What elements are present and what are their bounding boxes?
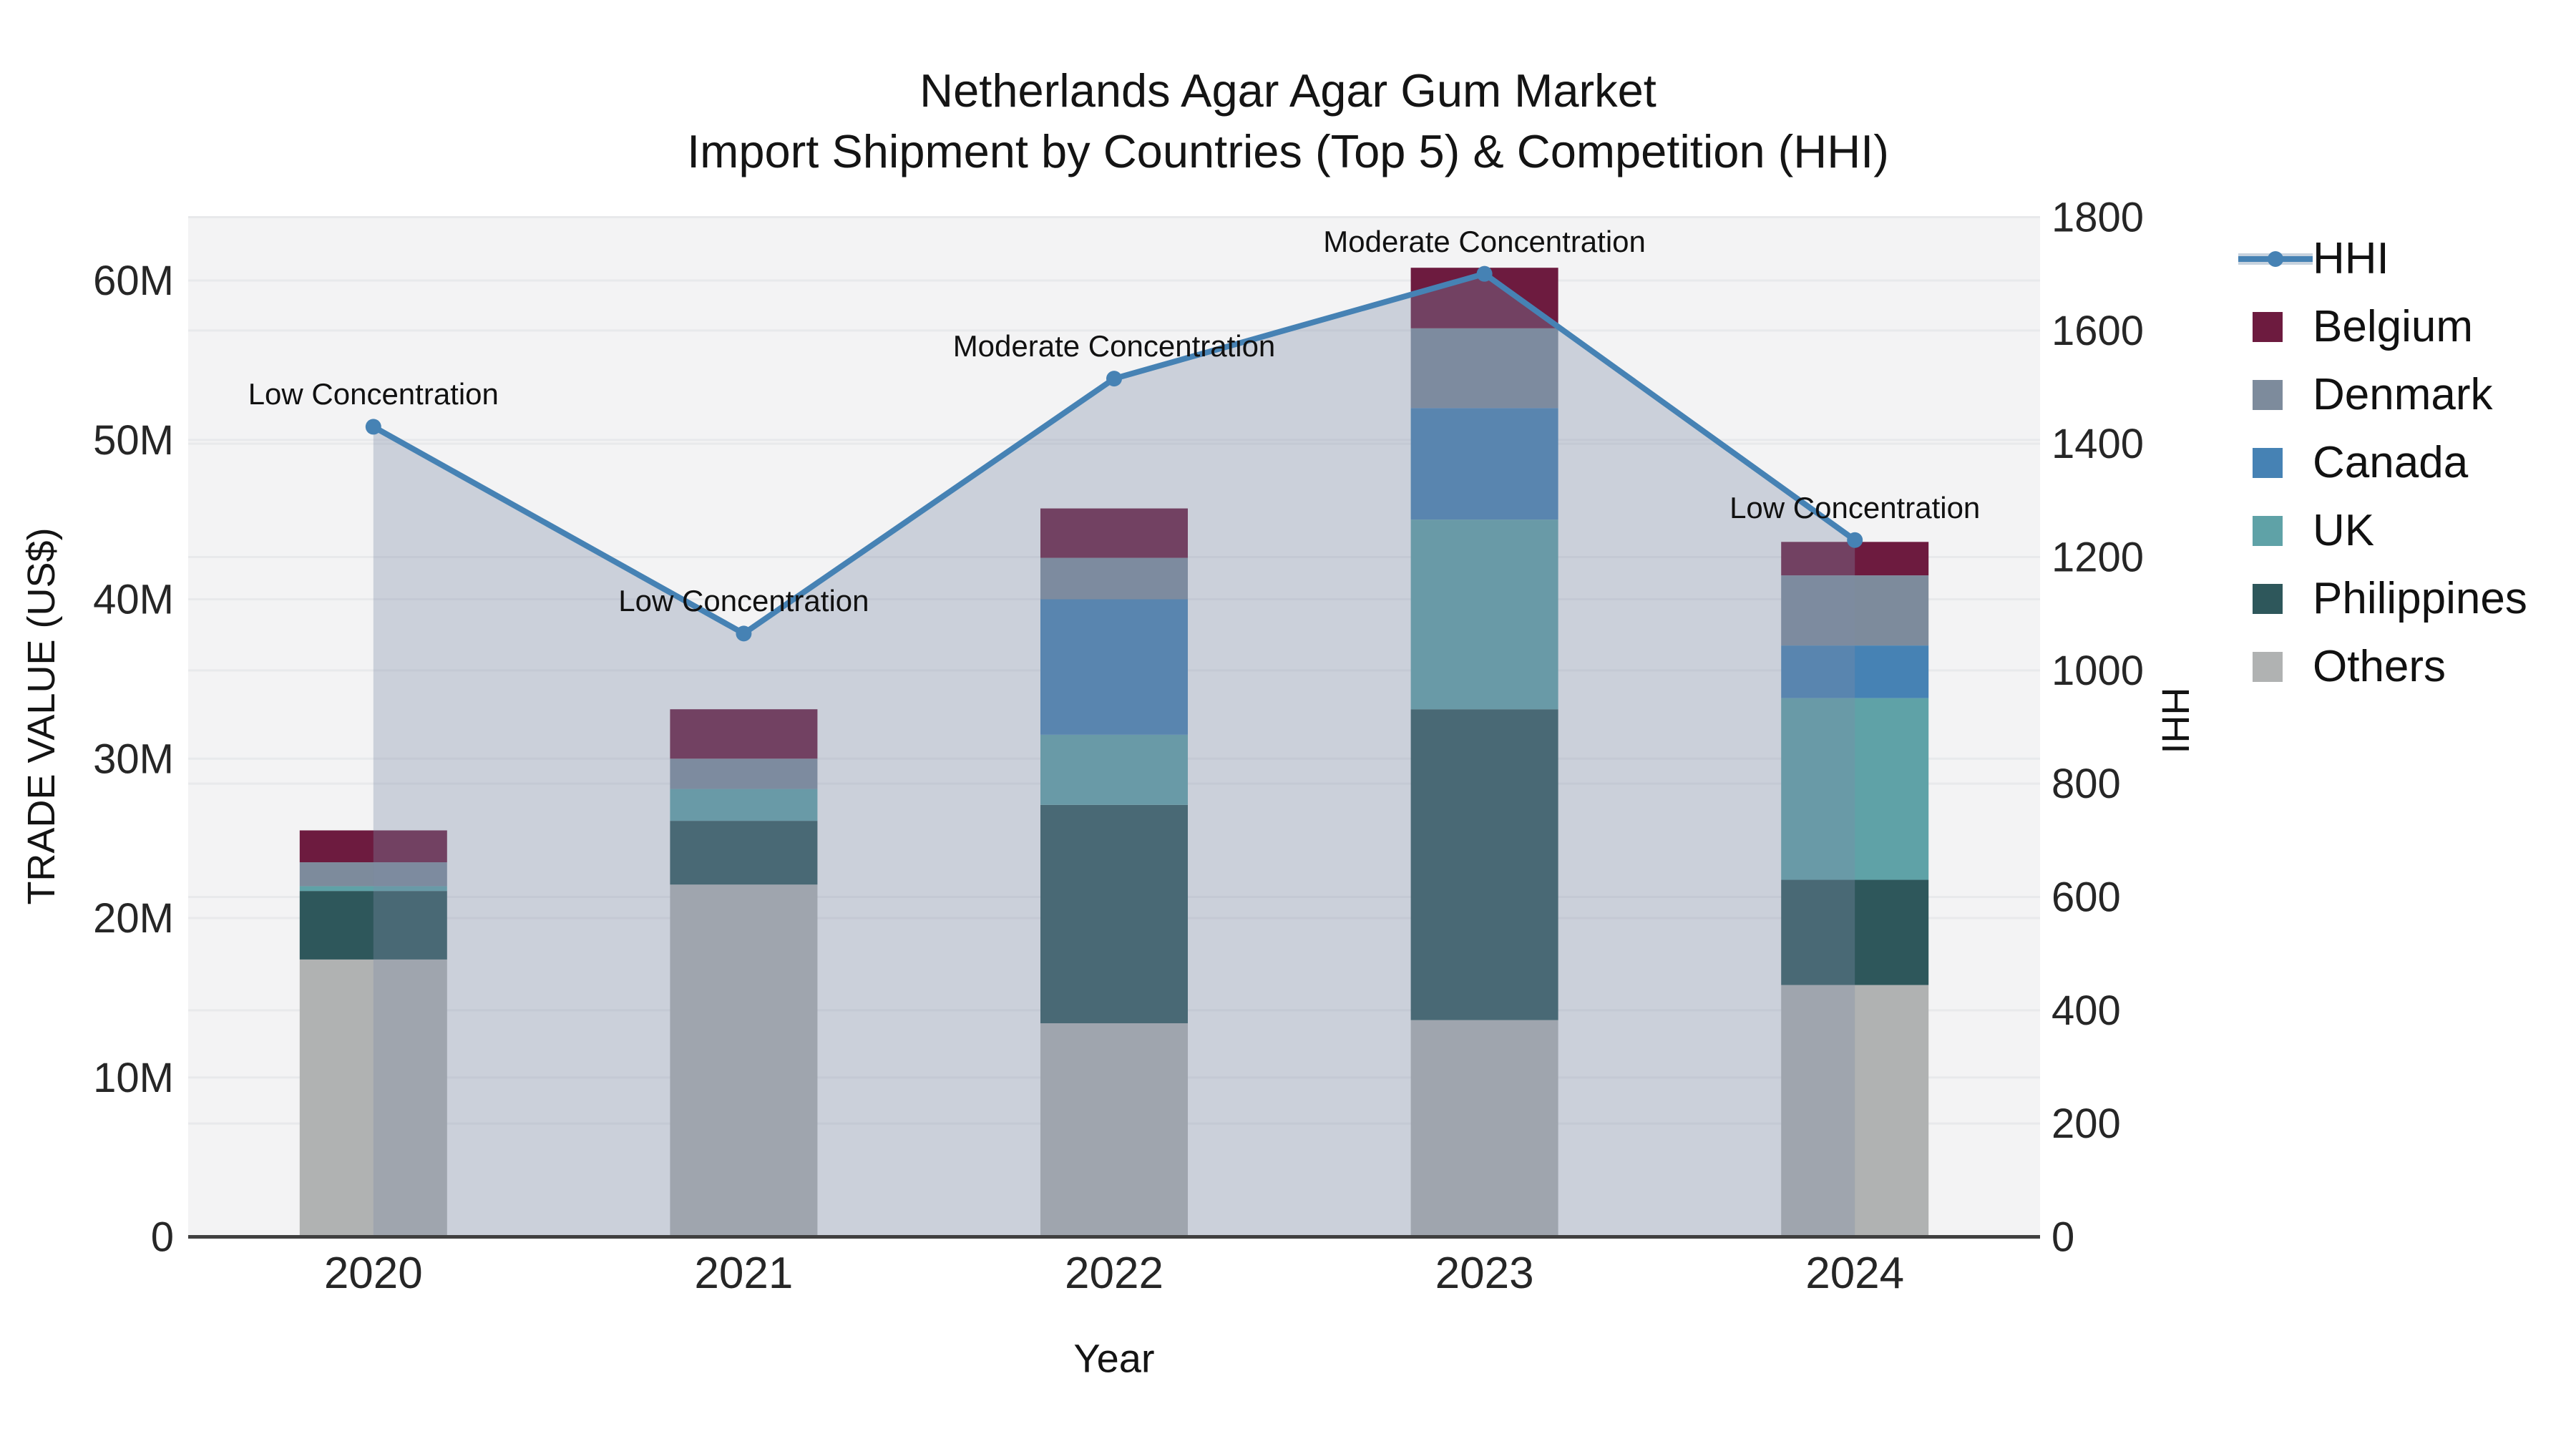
x-tick-label-2022: 2022: [1065, 1249, 1163, 1298]
legend-patch-swatch-icon: [2238, 651, 2313, 682]
bar-segment-2023-others: [1410, 1020, 1558, 1237]
y-right-tick-label: 600: [2051, 874, 2121, 921]
x-tick-label-2021: 2021: [694, 1249, 793, 1298]
legend-item-hhi: HHI: [2238, 225, 2527, 293]
hhi-marker-2023: [1476, 265, 1493, 282]
legend-label: UK: [2313, 506, 2375, 555]
bar-segment-2022-others: [1040, 1023, 1188, 1237]
bar-segment-2024-denmark: [1781, 575, 1929, 646]
legend-label: HHI: [2313, 234, 2389, 283]
hhi-marker-2024: [1847, 532, 1863, 548]
y-right-tick-label: 0: [2051, 1214, 2074, 1261]
legend-color-patch: [2253, 651, 2283, 682]
legend-color-patch: [2253, 515, 2283, 546]
y-left-tick-label: 10M: [93, 1055, 174, 1101]
legend-label: Philippines: [2313, 574, 2527, 623]
y-right-tick-label: 400: [2051, 987, 2121, 1034]
y-right-tick-label: 200: [2051, 1101, 2121, 1147]
hhi-line-sample-part: [2268, 250, 2283, 267]
legend-item-canada: Canada: [2238, 429, 2527, 497]
hhi-marker-2021: [736, 625, 752, 642]
legend-label: Others: [2313, 642, 2446, 691]
y-axis-title-right: HHI: [2154, 687, 2197, 754]
bar-segment-2022-uk: [1040, 734, 1188, 805]
legend-item-others: Others: [2238, 633, 2527, 701]
bar-segment-2022-philippines: [1040, 804, 1188, 1024]
bar-segment-2021-others: [670, 884, 818, 1237]
y-axis-title-left: TRADE VALUE (US$): [20, 527, 63, 905]
x-axis-title: Year: [1073, 1335, 1155, 1381]
legend-line-swatch-icon: [2238, 244, 2313, 274]
bar-segment-2020-denmark: [299, 862, 447, 887]
annotation-2021: Low Concentration: [618, 584, 869, 618]
y-left-tick-label: 0: [151, 1214, 174, 1261]
legend: HHI Belgium Denmark Canada UK Philippines Othe…: [2238, 225, 2527, 701]
legend-label: Canada: [2313, 438, 2469, 487]
annotation-2020: Low Concentration: [248, 377, 499, 411]
y-left-tick-label: 50M: [93, 417, 174, 464]
hhi-line-sample-icon: [2238, 244, 2313, 274]
hhi-area-fill: [373, 273, 1855, 1237]
annotation-2023: Moderate Concentration: [1323, 224, 1646, 258]
x-tick-label-2020: 2020: [324, 1249, 423, 1298]
bar-segment-2024-philippines: [1781, 879, 1929, 985]
x-tick-label-2024: 2024: [1805, 1249, 1904, 1298]
legend-item-uk: UK: [2238, 497, 2527, 565]
bar-segment-2020-uk: [299, 886, 447, 892]
bar-segment-2022-belgium: [1040, 508, 1188, 558]
y-right-tick-label: 1400: [2051, 421, 2144, 467]
bar-segment-2020-philippines: [299, 891, 447, 960]
y-left-tick-label: 30M: [93, 736, 174, 782]
legend-color-patch: [2253, 583, 2283, 614]
hhi-marker-2020: [365, 419, 381, 435]
bar-segment-2023-denmark: [1410, 328, 1558, 409]
bar-segment-2021-philippines: [670, 821, 818, 885]
y-right-tick-label: 1600: [2051, 308, 2144, 354]
annotation-2024: Low Concentration: [1729, 490, 1981, 525]
chart-subtitle: Import Shipment by Countries (Top 5) & C…: [687, 125, 1889, 177]
hhi-marker-2022: [1106, 371, 1122, 387]
bar-segment-2020-belgium: [299, 830, 447, 863]
legend-color-patch: [2253, 447, 2283, 478]
legend-item-denmark: Denmark: [2238, 361, 2527, 429]
bar-segment-2021-belgium: [670, 709, 818, 759]
y-right-tick-label: 800: [2051, 761, 2121, 807]
bar-segment-2023-philippines: [1410, 709, 1558, 1020]
legend-patch-swatch-icon: [2238, 379, 2313, 410]
legend-label: Belgium: [2313, 302, 2473, 351]
bar-segment-2020-others: [299, 959, 447, 1237]
bar-segment-2023-canada: [1410, 408, 1558, 520]
legend-patch-swatch-icon: [2238, 311, 2313, 342]
bar-segment-2021-denmark: [670, 758, 818, 789]
y-left-tick-label: 20M: [93, 895, 174, 942]
legend-color-patch: [2253, 311, 2283, 342]
bar-segment-2021-uk: [670, 789, 818, 821]
legend-item-philippines: Philippines: [2238, 565, 2527, 633]
annotation-2022: Moderate Concentration: [952, 329, 1276, 364]
y-right-tick-label: 1800: [2051, 195, 2144, 241]
bar-segment-2022-canada: [1040, 599, 1188, 735]
legend-label: Denmark: [2313, 370, 2493, 419]
legend-patch-swatch-icon: [2238, 447, 2313, 478]
bar-segment-2022-denmark: [1040, 557, 1188, 600]
y-right-tick-label: 1000: [2051, 648, 2144, 694]
bar-segment-2024-uk: [1781, 698, 1929, 880]
x-tick-label-2023: 2023: [1435, 1249, 1534, 1298]
legend-patch-swatch-icon: [2238, 583, 2313, 614]
y-left-tick-label: 40M: [93, 577, 174, 623]
y-left-tick-label: 60M: [93, 258, 174, 304]
chart-title-block: Netherlands Agar Agar Gum Market Import …: [0, 60, 2576, 182]
bar-segment-2023-uk: [1410, 519, 1558, 710]
legend-patch-swatch-icon: [2238, 515, 2313, 546]
legend-item-belgium: Belgium: [2238, 293, 2527, 361]
bar-segment-2024-others: [1781, 985, 1929, 1237]
y-right-tick-label: 1200: [2051, 535, 2144, 581]
chart-title: Netherlands Agar Agar Gum Market: [919, 64, 1657, 117]
legend-color-patch: [2253, 379, 2283, 410]
bar-segment-2024-canada: [1781, 645, 1929, 698]
